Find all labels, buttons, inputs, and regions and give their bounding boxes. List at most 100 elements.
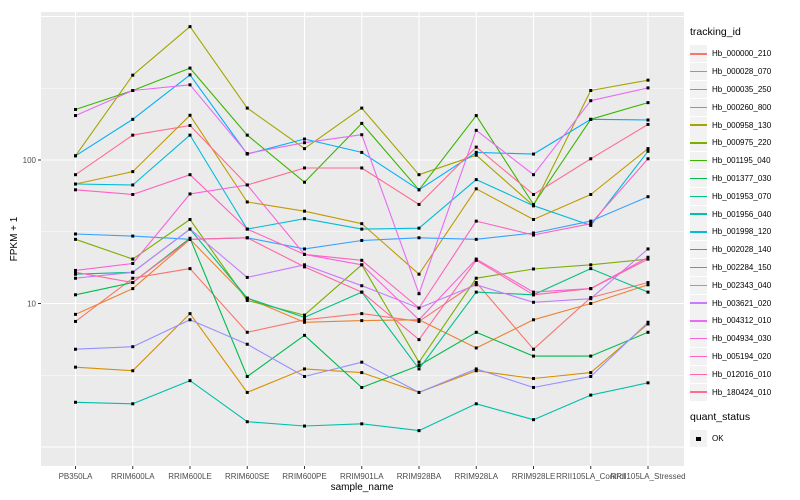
legend-key-line-icon: [690, 98, 707, 116]
y-axis-title: FPKM + 1: [9, 216, 20, 261]
data-point: [589, 297, 593, 301]
legend-item: Hb_001377_030: [690, 169, 798, 188]
data-point: [74, 154, 77, 158]
legend-label: Hb_005194_020: [712, 351, 772, 361]
data-point: [360, 371, 364, 375]
data-point: [74, 400, 77, 404]
data-point: [131, 270, 135, 274]
data-point: [474, 145, 478, 149]
data-point: [74, 268, 77, 272]
data-point: [303, 424, 306, 428]
data-point: [188, 73, 192, 77]
data-point: [74, 188, 77, 192]
data-point: [131, 261, 135, 265]
data-point: [303, 147, 306, 151]
data-point: [646, 101, 650, 105]
data-point: [532, 290, 535, 294]
x-tick-label: RRIM600LE: [168, 472, 212, 481]
legend-item: Hb_003621_020: [690, 294, 798, 312]
data-point: [532, 354, 535, 358]
legend-item: Hb_002028_140: [690, 241, 798, 259]
data-point: [188, 113, 192, 117]
x-tick-label: RRII105LA_Control: [556, 472, 626, 481]
data-point: [74, 347, 77, 351]
data-point: [188, 227, 192, 231]
data-point: [303, 315, 306, 319]
legend-item: Hb_001953_070: [690, 187, 798, 205]
data-point: [532, 318, 535, 322]
data-point: [303, 313, 306, 317]
data-point: [360, 258, 364, 262]
data-point: [360, 222, 364, 226]
data-point: [589, 393, 593, 397]
data-point: [474, 178, 478, 182]
data-point: [74, 107, 77, 111]
data-point: [74, 173, 77, 177]
data-point: [589, 371, 593, 375]
data-point: [646, 147, 650, 151]
data-point: [74, 232, 77, 236]
data-point: [589, 99, 593, 103]
data-point: [589, 263, 593, 267]
legend-label: Hb_002028_140: [712, 245, 772, 255]
data-point: [646, 86, 650, 90]
data-point: [360, 319, 364, 323]
legend-key-line-icon: [690, 276, 707, 294]
data-point: [474, 150, 478, 154]
data-point: [589, 374, 593, 378]
data-point: [131, 133, 135, 137]
data-point: [131, 345, 135, 349]
data-point: [131, 234, 135, 238]
data-point: [245, 106, 249, 110]
legend-key-line-icon: [690, 116, 707, 134]
legend-key-line-icon: [690, 294, 707, 312]
data-point: [474, 276, 478, 280]
data-point: [74, 276, 77, 280]
data-point: [360, 263, 364, 267]
legend-key-line-icon: [690, 347, 707, 365]
data-point: [131, 287, 135, 291]
data-point: [245, 342, 249, 346]
x-tick-label: RRIM600PE: [282, 472, 326, 481]
data-point: [188, 312, 192, 316]
data-point: [74, 312, 77, 316]
x-tick-label: RRIM928BA: [397, 472, 442, 481]
legend-key-line-icon: [690, 152, 707, 170]
legend-label: Hb_000000_210: [712, 49, 772, 59]
legend-shape-items: OK: [690, 430, 798, 448]
data-point: [360, 133, 364, 137]
data-point: [532, 377, 535, 381]
data-point: [417, 292, 421, 296]
data-point: [532, 300, 535, 304]
data-point: [303, 367, 306, 371]
data-point: [532, 152, 535, 156]
data-point: [245, 298, 249, 302]
data-point: [474, 402, 478, 406]
data-point: [303, 247, 306, 251]
legend-item: Hb_002284_150: [690, 258, 798, 277]
data-point: [646, 257, 650, 261]
data-point: [532, 192, 535, 196]
data-point: [646, 157, 650, 161]
data-point: [589, 157, 593, 161]
data-point: [646, 118, 650, 122]
data-point: [131, 369, 135, 373]
data-point: [74, 237, 77, 241]
axis-layer: 100 10 PB350LA RRIM600LA RRIM600LE RRIM600SE R…: [23, 156, 686, 481]
data-point: [417, 390, 421, 394]
data-point: [589, 219, 593, 223]
legend-item: Hb_000975_220: [690, 134, 798, 152]
y-tick-label: 100: [23, 156, 37, 165]
data-point: [474, 346, 478, 350]
data-point: [188, 25, 192, 29]
data-point: [303, 320, 306, 324]
data-point: [360, 238, 364, 242]
data-point: [589, 222, 593, 226]
legend-label: Hb_001953_070: [712, 191, 772, 201]
data-point: [245, 183, 249, 187]
data-point: [188, 237, 192, 241]
legend-label: Hb_001195_040: [712, 156, 771, 166]
legend-item: Hb_000260_800: [690, 98, 798, 116]
legend-label: Hb_002284_150: [712, 262, 772, 272]
